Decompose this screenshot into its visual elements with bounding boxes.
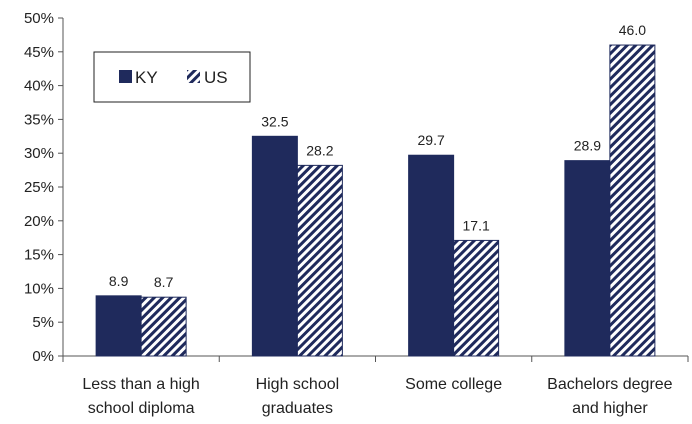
category-label: school diploma (88, 400, 195, 417)
category-label: High school (256, 376, 340, 393)
axes: 0% 5% 10% 15% 20% 25% 30% 35% 40% 45% 50% (24, 10, 689, 365)
bar-us-3 (609, 44, 656, 357)
data-label: 29.7 (418, 132, 445, 148)
category-label: graduates (262, 400, 333, 417)
y-tick-label: 25% (24, 179, 54, 196)
y-tick-label: 40% (24, 78, 54, 95)
bars (95, 44, 656, 357)
y-tick-label: 15% (24, 247, 54, 264)
y-tick-label: 45% (24, 44, 54, 61)
bar-ky-0 (95, 295, 142, 357)
labels: Less than a high school diploma High schoo… (82, 22, 672, 417)
data-label: 17.1 (463, 217, 490, 233)
data-label: 8.7 (154, 274, 174, 290)
category-label: Some college (405, 376, 502, 393)
legend: KY US (93, 51, 251, 103)
y-tick-label: 30% (24, 145, 54, 162)
y-tick-label: 10% (24, 280, 54, 297)
data-label: 28.2 (306, 142, 333, 158)
data-label: 28.9 (574, 138, 601, 154)
data-label: 32.5 (261, 113, 288, 129)
y-tick-label: 50% (24, 10, 54, 27)
y-tick-label: 5% (32, 314, 54, 331)
legend-swatch-us (187, 70, 200, 83)
data-label: 8.9 (109, 273, 129, 289)
legend-swatch-ky (119, 70, 132, 83)
bar-ky-1 (251, 135, 298, 357)
bar-ky-2 (408, 154, 455, 357)
y-tick-label: 20% (24, 213, 54, 230)
bar-us-1 (296, 164, 343, 357)
category-label: and higher (572, 400, 648, 417)
category-label: Less than a high (82, 376, 199, 393)
legend-label-us: US (204, 68, 228, 87)
bar-us-0 (140, 296, 187, 357)
bar-ky-3 (564, 160, 611, 357)
data-label: 46.0 (619, 22, 646, 38)
y-tick-label: 0% (32, 348, 54, 365)
bar-us-2 (453, 239, 500, 357)
category-label: Bachelors degree (547, 376, 673, 393)
legend-label-ky: KY (135, 68, 158, 87)
y-tick-label: 35% (24, 111, 54, 128)
